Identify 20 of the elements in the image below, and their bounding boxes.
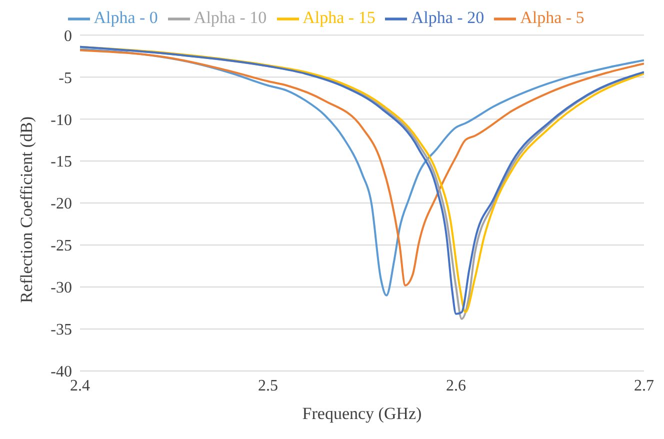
x-tick-label: 2.4: [70, 377, 90, 394]
y-tick-label: -15: [50, 154, 72, 171]
legend-label: Alpha - 5: [520, 8, 584, 27]
x-tick-label: 2.7: [634, 377, 654, 394]
y-axis-title: Reflection Coefficient (dB): [17, 116, 36, 304]
y-tick-label: -30: [50, 280, 72, 297]
y-tick-label: -25: [50, 238, 72, 255]
x-axis-title: Frequency (GHz): [302, 404, 422, 423]
y-tick-label: -40: [50, 364, 72, 381]
y-tick-label: 0: [64, 28, 72, 45]
x-tick-label: 2.6: [446, 377, 466, 394]
x-tick-label: 2.5: [258, 377, 278, 394]
y-tick-label: -20: [50, 196, 72, 213]
legend-label: Alpha - 10: [194, 8, 267, 27]
y-tick-label: -5: [58, 70, 72, 87]
y-tick-label: -10: [50, 112, 72, 129]
legend-label: Alpha - 20: [411, 8, 484, 27]
legend-label: Alpha - 15: [302, 8, 376, 27]
y-tick-label: -35: [50, 322, 72, 339]
legend-label: Alpha - 0: [94, 8, 158, 27]
